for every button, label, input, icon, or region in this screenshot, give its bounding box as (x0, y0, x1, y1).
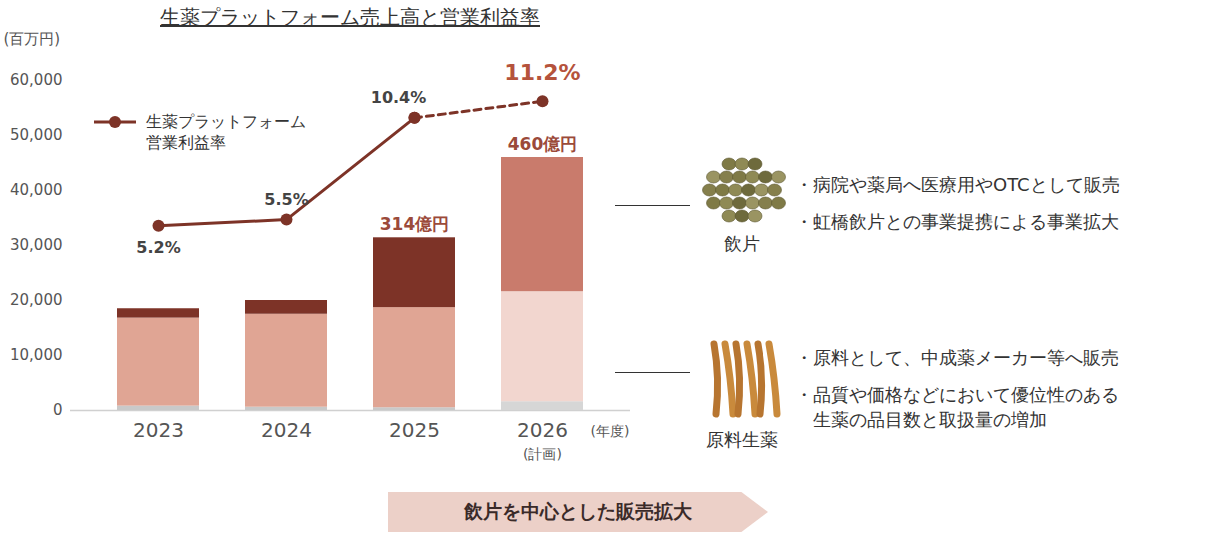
html-text:・原料として、中成薬メーカー等へ販売: ・原料として、中成薬メーカー等へ販売 (795, 347, 1119, 368)
svg-text:10,000: 10,000 (10, 346, 63, 364)
svg-text:50,000: 50,000 (10, 126, 63, 144)
html-text:生薬プラットフォーム 営業利益率: 生薬プラットフォーム 営業利益率 (146, 112, 306, 152)
svg-text:11.2%: 11.2% (504, 60, 580, 85)
html-text:・品質や価格などにおいて優位性のある生薬の品目数と取扱量の増: ・品質や価格などにおいて優位性のある生薬の品目数と取扱量の増加 (795, 384, 1119, 431)
html-text:・病院や薬局へ医療用やOTCとして販売: ・病院や薬局へ医療用やOTCとして販売 (795, 174, 1120, 195)
svg-text:(年度): (年度) (591, 423, 630, 439)
svg-text:0: 0 (53, 401, 63, 419)
svg-text:20,000: 20,000 (10, 291, 63, 309)
svg-text:5.5%: 5.5% (264, 190, 308, 209)
svg-text:(計画): (計画) (523, 446, 562, 462)
svg-text:5.2%: 5.2% (136, 238, 180, 257)
svg-text:2024: 2024 (261, 418, 312, 442)
svg-text:60,000: 60,000 (10, 71, 63, 89)
svg-text:314億円: 314億円 (380, 214, 450, 234)
html-text:・虹橋飲片との事業提携による事業拡大: ・虹橋飲片との事業提携による事業拡大 (795, 211, 1119, 233)
html-text:飲片: 飲片 (724, 233, 760, 254)
svg-text:(百万円): (百万円) (4, 30, 61, 48)
svg-text:10.4%: 10.4% (371, 88, 427, 107)
svg-text:30,000: 30,000 (10, 236, 63, 254)
svg-text:2026: 2026 (517, 418, 568, 442)
html-text:生薬プラットフォーム売上高と営業利益率: 生薬プラットフォーム売上高と営業利益率 (160, 5, 540, 29)
svg-text:460億円: 460億円 (508, 134, 578, 154)
svg-text:40,000: 40,000 (10, 181, 63, 199)
svg-text:2025: 2025 (389, 418, 440, 442)
svg-text:2023: 2023 (133, 418, 184, 442)
html-text:飲片を中心とした販売拡大: 飲片を中心とした販売拡大 (464, 500, 692, 522)
html-text:原料生薬: 原料生薬 (706, 429, 778, 450)
